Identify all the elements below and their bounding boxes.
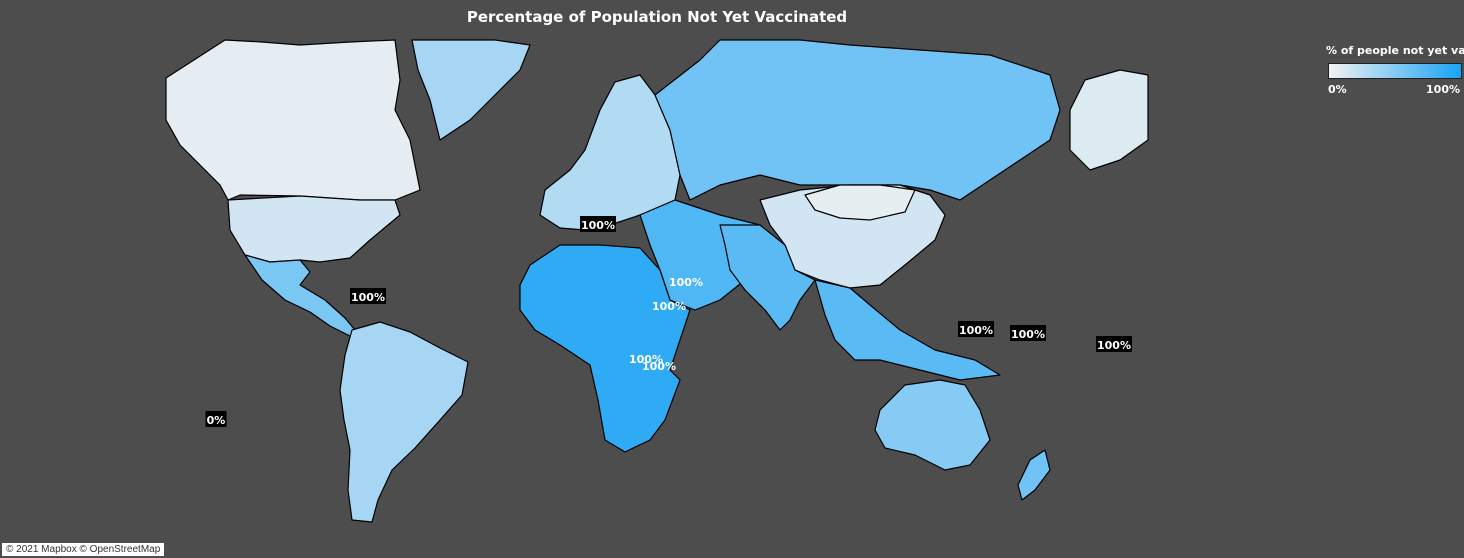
value-label: 100% (350, 288, 386, 304)
region-russia (654, 39, 1061, 201)
region-south-america (339, 321, 469, 523)
legend-min-label: 0% (1328, 83, 1347, 96)
region-north-america (165, 39, 421, 201)
region-mexico-central-america (244, 254, 356, 337)
value-label-box (1010, 325, 1046, 341)
value-label-box (205, 411, 227, 427)
value-label-text: 100% (669, 276, 703, 289)
region-usa (227, 195, 401, 263)
value-label: 100% (629, 353, 663, 366)
value-label-text: 100% (959, 324, 993, 337)
value-label: 100% (580, 216, 616, 232)
value-label: 100% (652, 300, 686, 313)
region-greenland (411, 39, 531, 141)
region-new-zealand (1017, 449, 1051, 501)
region-australia (874, 379, 991, 471)
legend-title: % of people not yet vac.. (1326, 44, 1464, 57)
region-india-south-asia (719, 224, 816, 331)
value-label: 100% (1096, 336, 1132, 352)
value-label-text: 100% (642, 360, 676, 373)
value-label: 100% (642, 360, 676, 373)
value-label-box (1096, 336, 1132, 352)
region-alaska (1069, 69, 1149, 171)
region-africa (519, 244, 691, 453)
value-label-text: 100% (629, 353, 663, 366)
legend-gradient-bar (1328, 63, 1462, 79)
value-label-box (580, 216, 616, 232)
value-label: 0% (205, 411, 227, 427)
legend-max-label: 100% (1426, 83, 1460, 96)
value-label-text: 100% (1097, 339, 1131, 352)
value-label-box (350, 288, 386, 304)
value-label-text: 100% (581, 219, 615, 232)
region-southeast-asia (814, 279, 1001, 381)
value-label-box (958, 321, 994, 337)
value-label-text: 100% (652, 300, 686, 313)
value-label-text: 100% (351, 291, 385, 304)
value-label: 100% (958, 321, 994, 337)
value-label: 100% (1010, 325, 1046, 341)
region-mongolia (804, 184, 916, 221)
value-label-text: 100% (1011, 328, 1045, 341)
map-title: Percentage of Population Not Yet Vaccina… (466, 8, 848, 26)
value-label: 100% (669, 276, 703, 289)
color-legend: % of people not yet vac.. 0% 100% (1322, 44, 1464, 97)
map-attribution[interactable]: © 2021 Mapbox © OpenStreetMap (2, 543, 165, 556)
value-label-text: 0% (207, 414, 226, 427)
